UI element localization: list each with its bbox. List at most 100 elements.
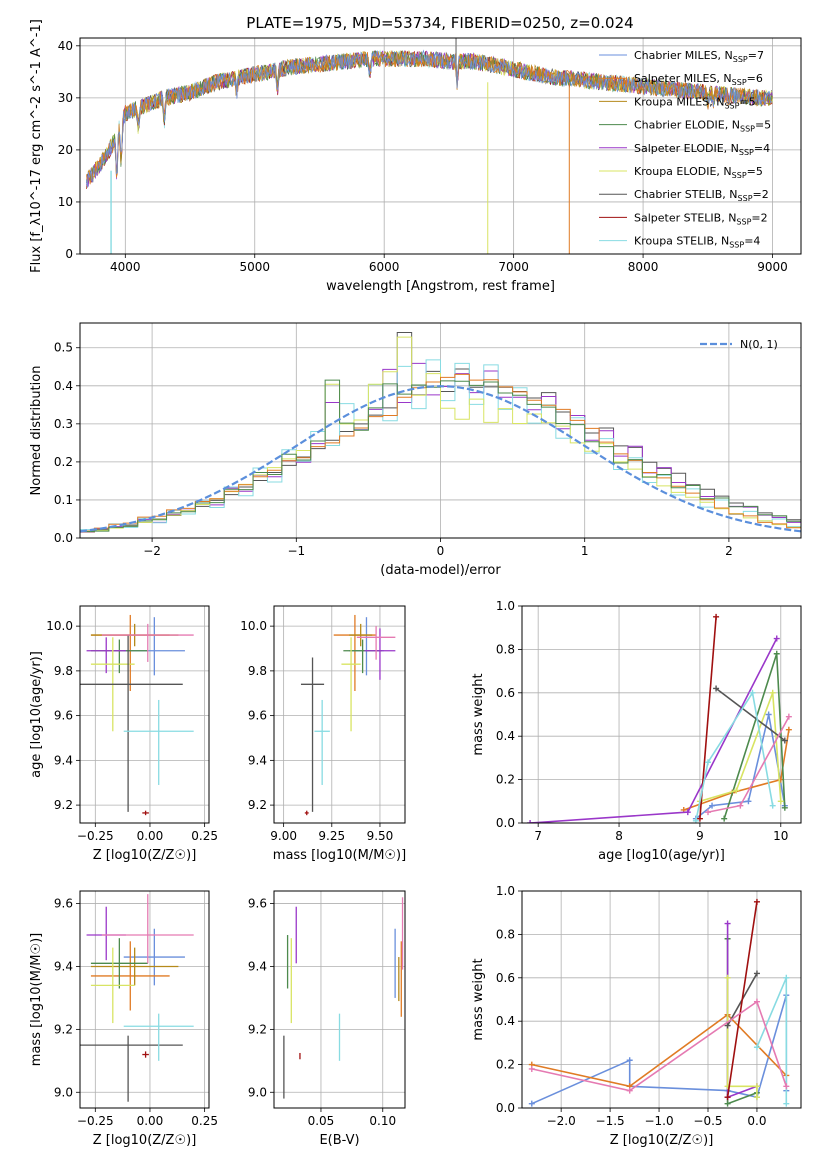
plot-area [527,613,792,823]
weight-marker [781,804,788,811]
weight-marker [733,787,740,794]
y-tick-label: 20 [58,143,73,157]
x-tick-label: 2 [725,544,733,558]
legend-entry: Salpeter ELODIE, NSSP=4 [634,142,770,157]
weight-marker [626,1057,633,1064]
weight-line [726,977,758,1098]
data-point [314,699,330,785]
panel-massweight_vs_age: 7 8 9 10 0.0 0.2 0.4 0.6 0.8 1.0 age [log10(age/yr… [471,599,802,863]
plot-area [528,898,790,1107]
y-tick-label: 9.0 [54,1085,73,1099]
y-axis-label: mass weight [471,673,486,755]
y-tick-label: 10.0 [46,619,73,633]
weight-marker [753,1083,760,1090]
weight-marker [753,998,760,1005]
data-point [304,810,309,816]
x-tick-label: 0.10 [369,1114,396,1128]
data-point [142,1051,149,1058]
normal-curve [80,385,801,533]
weight-marker [785,726,792,733]
x-tick-label: 8000 [628,260,659,274]
y-tick-label: 9.8 [54,664,73,678]
y-tick-label: 9.4 [248,959,267,973]
axes-frame [273,890,406,1109]
legend-entry: Kroupa STELIB, NSSP=4 [634,235,760,250]
data-point [80,1035,183,1102]
weight-marker [773,635,780,642]
weight-line [715,687,786,742]
y-tick-label: 0.4 [496,1014,515,1028]
x-axis-label: (data-model)/error [380,563,501,578]
weight-line [695,690,774,821]
y-axis-label: mass [log10(M/M☉)] [29,933,44,1066]
weight-marker [753,1094,760,1101]
y-axis-label: age [log10(age/yr)] [29,651,44,778]
weight-marker [777,798,784,805]
weight-marker [724,1094,731,1101]
y-tick-label: 9.6 [54,897,73,911]
y-tick-label: 10.0 [240,619,267,633]
weight-marker [528,1100,535,1107]
y-tick-label: 0.3 [54,417,73,431]
y-tick-label: 9.4 [248,753,267,767]
y-tick-label: 0.8 [496,642,515,656]
panel-massweight_vs_Z: −2.0 −1.5 −1.0 −0.5 0.0 0.0 0.2 0.4 0.6 0.8 1.0 Z [… [471,884,802,1148]
axes-frame [521,605,802,824]
x-tick-label: 10 [773,829,788,843]
weight-marker [745,798,752,805]
weight-marker [705,809,711,816]
y-tick-label: 40 [58,39,73,53]
y-tick-label: 0.0 [496,1101,515,1115]
y-tick-label: 9.6 [54,709,73,723]
panel-mass_vs_Z: −0.25 0.00 0.25 9.0 9.2 9.4 9.6 Z [log10(Z/Z☉)]… [29,890,218,1148]
weight-marker [527,820,534,823]
weight-marker [753,898,760,905]
weight-marker [713,613,720,620]
x-axis-label: age [log10(age/yr)] [598,848,725,863]
x-tick-label: 9.25 [318,829,345,843]
x-tick-label: 9.00 [270,829,297,843]
weight-marker [773,650,780,657]
weight-line [726,901,758,1098]
data-point [300,657,325,812]
y-tick-label: 9.0 [248,1085,267,1099]
weight-line [683,729,790,811]
panel-age_vs_mass: 9.00 9.25 9.50 9.2 9.4 9.6 9.8 10.0 mass [log10(… [240,605,406,863]
data-point [101,894,194,964]
data-point [101,623,194,662]
x-tick-label: 0.0 [747,1114,766,1128]
plot-area [300,614,396,816]
data-point [86,637,126,674]
plot-area [86,38,773,254]
weight-marker [737,802,744,809]
data-point [90,947,179,986]
y-tick-label: 9.2 [54,798,73,812]
y-tick-label: 9.4 [54,959,73,973]
y-axis-label: Flux [f_λ10^-17 erg cm^-2 s^-1 A^-1] [29,19,44,273]
x-tick-label: 7000 [498,260,529,274]
plot-area [80,332,801,538]
x-axis-label: E(B-V) [319,1133,359,1148]
weight-marker [724,1022,731,1029]
data-point [356,626,396,660]
data-point [341,637,361,732]
x-axis-label: Z [log10(Z/Z☉)] [93,848,197,863]
plot-area [283,897,404,1099]
x-tick-label: −0.25 [77,829,114,843]
x-axis-label: mass [log10(M/M☉)] [273,848,406,863]
panel-age_vs_Z: −0.25 0.00 0.25 9.2 9.4 9.6 9.8 10.0 Z [log10(Z/… [29,605,218,863]
y-tick-label: 0.4 [54,379,73,393]
x-tick-label: 7 [534,829,542,843]
weight-marker [696,815,703,822]
x-tick-label: 0.25 [191,1114,218,1128]
data-point [123,699,194,785]
x-tick-label: −1 [287,544,305,558]
weight-marker [785,713,792,720]
x-axis-label: wavelength [Angstrom, rest frame] [326,279,555,294]
x-axis-label: Z [log10(Z/Z☉)] [610,1133,714,1148]
data-point [90,947,135,1024]
weight-marker [705,759,711,766]
data-point [142,810,149,816]
x-axis-label: Z [log10(Z/Z☉)] [93,1133,197,1148]
